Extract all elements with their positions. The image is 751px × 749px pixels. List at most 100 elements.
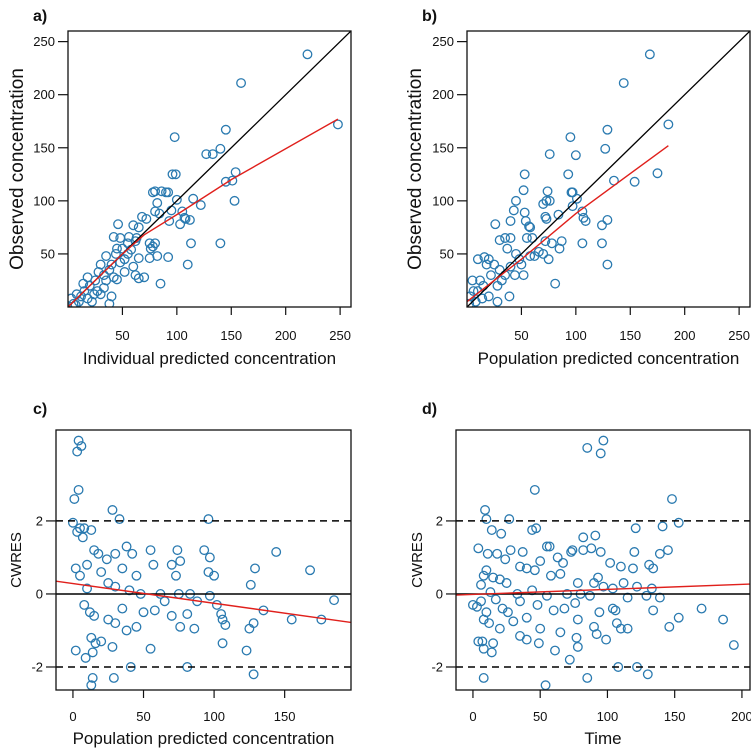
data-point <box>182 259 193 270</box>
data-point <box>110 248 121 259</box>
data-point <box>571 632 582 643</box>
y-axis-title: Observed concentration <box>7 68 28 270</box>
data-point <box>696 603 707 614</box>
data-point <box>582 672 593 683</box>
data-point <box>172 545 183 556</box>
data-point <box>622 623 633 634</box>
data-point <box>467 275 478 286</box>
data-point <box>166 559 177 570</box>
data-point <box>509 270 520 281</box>
data-point <box>533 246 544 257</box>
data-point <box>117 563 128 574</box>
data-point <box>245 579 256 590</box>
x-tick-label: 200 <box>275 328 297 343</box>
data-point <box>531 523 542 534</box>
data-point <box>483 291 494 302</box>
data-point <box>155 278 166 289</box>
data-point <box>108 272 119 283</box>
data-point <box>657 521 668 532</box>
data-point <box>718 614 729 625</box>
data-point <box>180 213 191 224</box>
data-point <box>508 205 519 216</box>
data-point <box>117 603 128 614</box>
data-point <box>654 548 665 559</box>
data-point <box>166 610 177 621</box>
data-point <box>541 541 552 552</box>
data-point <box>582 442 593 453</box>
data-point <box>618 578 629 588</box>
data-point <box>521 612 532 623</box>
data-point <box>490 219 501 230</box>
data-point <box>577 238 588 249</box>
x-tick-label: 50 <box>533 709 547 724</box>
data-point <box>217 638 228 649</box>
data-point <box>477 636 488 647</box>
data-point <box>546 238 557 249</box>
data-point <box>486 647 497 658</box>
identity-line <box>467 31 750 307</box>
y-tick-label: 2 <box>436 513 443 528</box>
x-tick-label: 50 <box>514 328 528 343</box>
data-point <box>485 587 496 598</box>
data-point <box>519 207 530 218</box>
plot-area <box>467 31 750 307</box>
data-point <box>475 275 486 286</box>
data-point <box>68 298 79 307</box>
x-axis-title: Population predicted concentration <box>478 349 740 368</box>
x-tick-label: 200 <box>674 328 696 343</box>
data-point <box>572 641 583 652</box>
data-point <box>541 195 552 206</box>
data-point <box>82 272 93 283</box>
data-point <box>511 195 521 206</box>
data-point <box>108 231 119 242</box>
data-point <box>641 590 652 601</box>
data-point <box>502 243 513 254</box>
data-point <box>104 298 115 307</box>
data-point <box>236 78 247 88</box>
data-point <box>572 614 583 625</box>
data-point <box>93 267 104 277</box>
data-point <box>220 176 231 187</box>
data-point <box>128 261 139 272</box>
data-point <box>98 270 109 281</box>
data-point <box>149 605 160 616</box>
y-tick-label: 150 <box>33 140 55 155</box>
data-point <box>468 286 479 297</box>
data-point <box>542 186 553 197</box>
plot-area <box>456 435 750 690</box>
x-tick-label: 150 <box>220 328 242 343</box>
data-point <box>553 209 564 220</box>
data-point <box>559 603 570 614</box>
data-point <box>152 251 163 261</box>
data-point <box>663 545 673 556</box>
data-point <box>489 259 500 270</box>
data-point <box>555 568 566 579</box>
y-tick-label: -2 <box>31 659 43 674</box>
data-point <box>529 484 540 495</box>
data-point <box>567 201 578 212</box>
data-point <box>618 78 629 88</box>
data-point <box>519 169 530 180</box>
data-point <box>593 572 603 583</box>
data-point <box>101 251 112 261</box>
data-point <box>572 578 583 588</box>
panel-label: b) <box>422 8 437 25</box>
data-point <box>544 541 555 552</box>
data-point <box>511 248 521 259</box>
y-tick-label: 200 <box>432 87 454 102</box>
data-point <box>93 548 104 559</box>
data-point <box>546 570 556 581</box>
data-point <box>500 554 511 565</box>
data-point <box>166 205 177 216</box>
data-point <box>578 212 589 223</box>
data-point <box>492 296 503 307</box>
data-point <box>78 278 89 289</box>
data-point <box>159 596 170 607</box>
data-point <box>566 547 577 557</box>
data-point <box>673 612 684 623</box>
data-point <box>138 607 149 618</box>
data-point <box>488 572 499 583</box>
data-point <box>175 556 186 567</box>
data-point <box>215 238 226 249</box>
x-axis-title: Individual predicted concentration <box>83 349 336 368</box>
